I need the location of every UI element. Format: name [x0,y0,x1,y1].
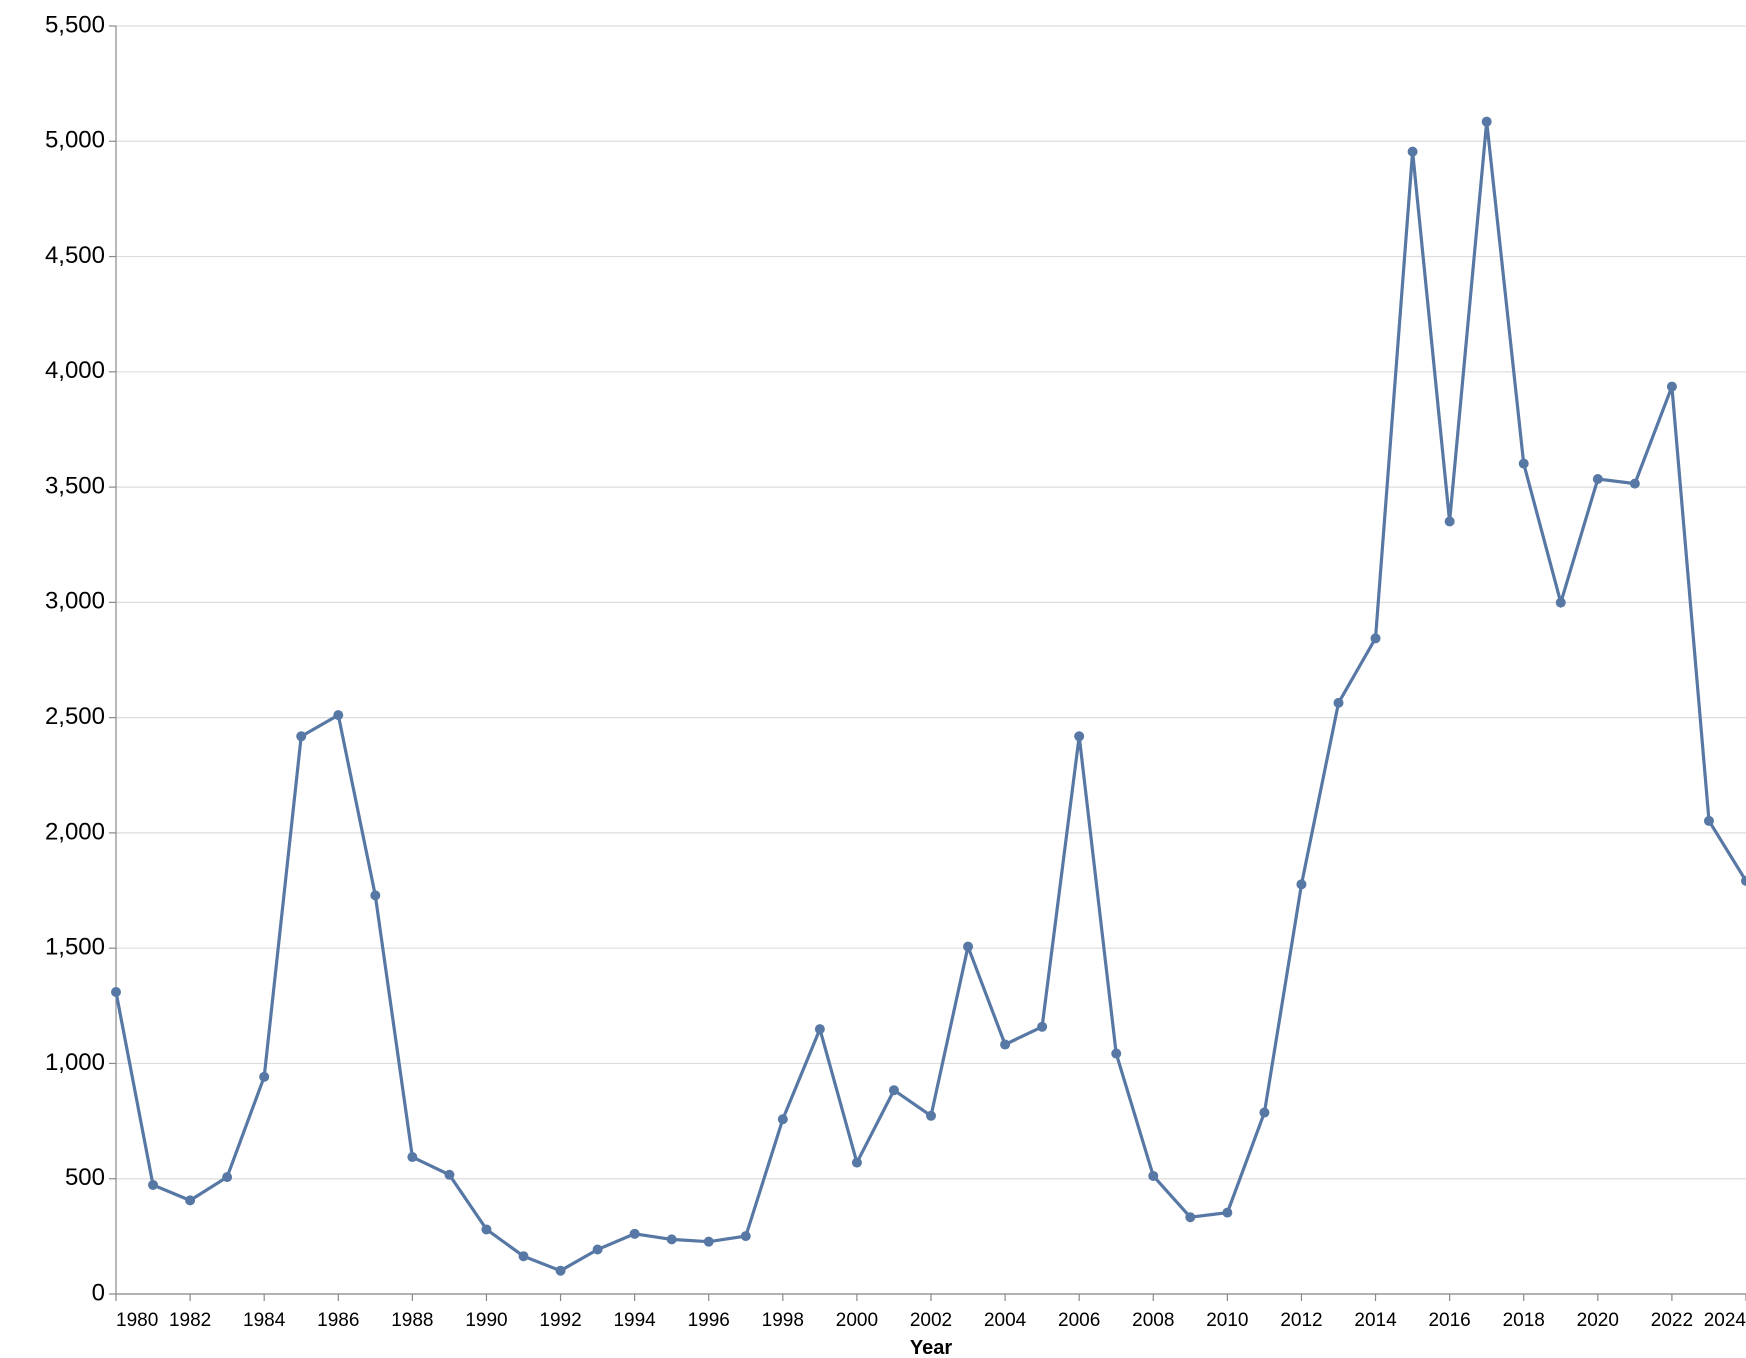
x-tick-label: 2020 [1577,1310,1619,1331]
x-tick-label: 2010 [1206,1310,1248,1331]
data-point [1222,1207,1233,1218]
y-tick-label: 3,500 [45,472,105,499]
data-point [444,1169,455,1180]
data-point [629,1228,640,1239]
y-tick-label: 5,500 [45,11,105,38]
x-tick-label: 1992 [539,1310,581,1331]
data-point [259,1071,270,1082]
x-tick-label: 2014 [1354,1310,1397,1331]
y-tick-label: 4,500 [45,242,105,269]
data-point [1111,1048,1122,1059]
data-point [1741,875,1746,886]
x-tick-label: 2016 [1428,1310,1470,1331]
data-point [1518,458,1529,469]
x-tick-label: 1980 [116,1310,158,1331]
data-point [111,986,121,997]
data-point [851,1157,862,1168]
data-point [1555,597,1566,608]
data-point [703,1236,714,1247]
y-tick-label: 0 [92,1279,105,1306]
x-tick-label: 2002 [910,1310,952,1331]
y-tick-label: 5,000 [45,127,105,154]
data-point [1407,146,1418,157]
data-point [963,941,974,952]
data-point [1259,1107,1270,1118]
data-point [370,890,381,901]
data-point [1000,1039,1011,1050]
data-point [481,1224,492,1235]
data-point [518,1251,529,1262]
y-tick-label: 3,000 [45,588,105,615]
y-tick-label: 500 [65,1164,105,1191]
data-point [555,1265,566,1276]
series-line [114,121,1746,1273]
x-tick-label: 1988 [391,1310,433,1331]
x-tick-label: 2008 [1132,1310,1174,1331]
data-point [1703,815,1714,826]
x-tick-label: 1994 [613,1310,656,1331]
x-tick-label: 2006 [1058,1310,1100,1331]
data-point [296,731,307,742]
x-tick-label: 1986 [317,1310,359,1331]
y-tick-label: 1,000 [45,1049,105,1076]
x-tick-label: 2018 [1503,1310,1545,1331]
x-tick-label: 1998 [762,1310,804,1331]
x-tick-label: 1990 [465,1310,507,1331]
data-point [148,1179,159,1190]
y-tick-label: 2,500 [45,703,105,730]
x-axis-label: Year [910,1337,952,1358]
data-point [1666,381,1677,392]
data-point [926,1110,936,1121]
data-point [1333,697,1344,708]
x-tick-label: 1984 [243,1310,286,1331]
data-point [185,1195,196,1206]
x-tick-label: 1996 [688,1310,730,1331]
y-tick-label: 4,000 [45,357,105,384]
data-point [777,1114,788,1125]
data-point [1148,1170,1159,1181]
x-tick-label: 2022 [1651,1310,1693,1331]
data-point [1481,116,1492,127]
data-point [222,1172,233,1183]
data-point [666,1234,677,1245]
data-point [740,1231,751,1242]
y-tick-label: 2,000 [45,818,105,845]
data-point [407,1152,418,1163]
x-tick-label: 2012 [1280,1310,1322,1331]
data-point [1185,1212,1196,1223]
data-point [1444,516,1455,527]
data-point [1296,879,1307,890]
data-point [814,1024,825,1035]
x-tick-label: 2004 [984,1310,1027,1331]
data-point [1592,474,1603,485]
data-point [1037,1021,1048,1032]
x-tick-label: 2024 [1704,1310,1746,1331]
x-tick-label: 2000 [836,1310,878,1331]
data-point [333,710,344,721]
data-point [1629,478,1640,489]
y-tick-label: 1,500 [45,934,105,961]
data-point [888,1085,899,1096]
data-point [1370,633,1381,644]
data-point [592,1244,603,1255]
x-tick-label: 1982 [169,1310,211,1331]
data-point [1074,731,1085,742]
